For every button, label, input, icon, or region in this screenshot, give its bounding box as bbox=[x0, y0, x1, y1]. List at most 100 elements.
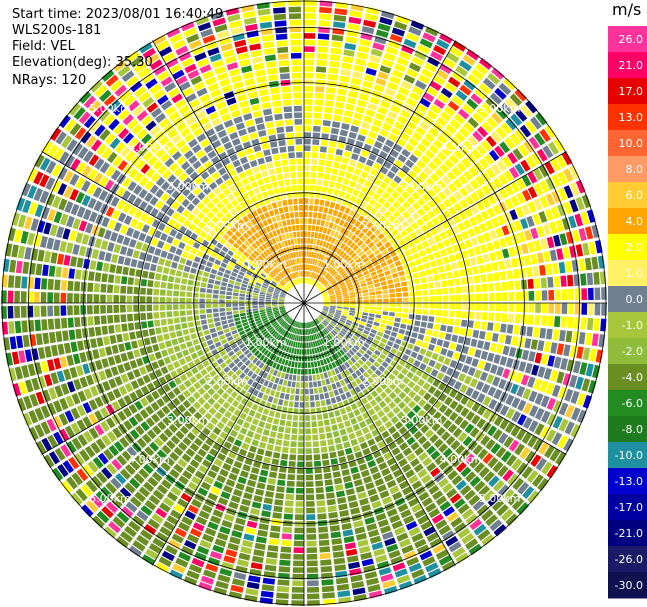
velocity-gate bbox=[357, 491, 367, 500]
velocity-gate bbox=[72, 218, 81, 230]
velocity-gate bbox=[377, 484, 387, 493]
velocity-gate bbox=[270, 271, 276, 277]
velocity-gate bbox=[349, 180, 357, 188]
velocity-gate bbox=[383, 210, 392, 218]
velocity-gate bbox=[225, 478, 236, 488]
velocity-gate bbox=[401, 463, 412, 473]
velocity-gate bbox=[328, 290, 334, 294]
velocity-gate bbox=[111, 254, 119, 264]
velocity-gate bbox=[61, 267, 69, 279]
velocity-gate bbox=[150, 172, 161, 183]
velocity-gate bbox=[272, 452, 281, 459]
velocity-gate bbox=[210, 486, 221, 496]
velocity-gate bbox=[341, 347, 348, 354]
velocity-gate bbox=[427, 161, 438, 171]
velocity-gate bbox=[433, 44, 447, 56]
velocity-gate bbox=[343, 110, 353, 118]
velocity-gate bbox=[464, 239, 473, 249]
velocity-gate bbox=[389, 391, 397, 400]
velocity-gate bbox=[225, 346, 232, 353]
velocity-gate bbox=[563, 201, 573, 215]
velocity-gate bbox=[276, 228, 281, 236]
velocity-gate bbox=[146, 288, 153, 295]
velocity-gate bbox=[216, 388, 225, 396]
velocity-gate bbox=[193, 127, 203, 137]
velocity-gate bbox=[322, 120, 331, 127]
velocity-gate bbox=[222, 354, 230, 361]
velocity-gate bbox=[212, 308, 219, 313]
velocity-gate bbox=[316, 283, 321, 289]
velocity-gate bbox=[416, 103, 428, 114]
velocity-gate bbox=[332, 551, 345, 558]
velocity-gate bbox=[22, 199, 32, 214]
velocity-gate bbox=[325, 357, 331, 364]
velocity-gate bbox=[467, 135, 479, 147]
velocity-gate bbox=[504, 198, 514, 210]
velocity-gate bbox=[458, 60, 472, 72]
velocity-gate bbox=[387, 110, 398, 120]
velocity-gate bbox=[241, 106, 251, 115]
velocity-gate bbox=[355, 485, 365, 493]
velocity-gate bbox=[299, 415, 304, 421]
velocity-gate bbox=[265, 295, 272, 298]
velocity-gate bbox=[373, 506, 385, 515]
velocity-gate bbox=[262, 330, 268, 336]
velocity-gate bbox=[350, 125, 359, 133]
velocity-gate bbox=[387, 352, 395, 360]
velocity-gate bbox=[61, 135, 73, 149]
velocity-gate bbox=[133, 184, 143, 195]
velocity-gate bbox=[236, 261, 243, 267]
velocity-gate bbox=[347, 284, 354, 289]
velocity-gate bbox=[445, 124, 457, 135]
velocity-gate bbox=[68, 329, 76, 341]
velocity-gate bbox=[311, 414, 317, 421]
velocity-gate bbox=[188, 39, 202, 50]
velocity-gate bbox=[339, 219, 345, 226]
velocity-gate bbox=[189, 416, 198, 425]
velocity-gate bbox=[229, 217, 237, 225]
velocity-gate bbox=[421, 283, 428, 290]
velocity-gate bbox=[269, 389, 276, 397]
velocity-gate bbox=[173, 290, 179, 297]
velocity-gate bbox=[371, 381, 379, 389]
velocity-gate bbox=[500, 102, 513, 116]
velocity-gate bbox=[332, 271, 338, 277]
velocity-gate bbox=[217, 397, 225, 405]
velocity-gate bbox=[264, 211, 270, 219]
velocity-gate bbox=[430, 50, 443, 62]
velocity-gate bbox=[412, 202, 421, 211]
velocity-gate bbox=[473, 369, 482, 379]
velocity-gate bbox=[234, 336, 241, 343]
velocity-gate bbox=[319, 199, 325, 206]
velocity-gate bbox=[210, 251, 218, 258]
velocity-gate bbox=[445, 435, 456, 446]
velocity-gate bbox=[128, 520, 141, 533]
velocity-gate bbox=[202, 122, 213, 132]
velocity-gate bbox=[244, 327, 251, 333]
velocity-gate bbox=[496, 504, 509, 517]
velocity-gate bbox=[581, 378, 591, 392]
velocity-gate bbox=[226, 378, 234, 386]
velocity-gate bbox=[211, 361, 219, 369]
velocity-gate bbox=[225, 358, 233, 365]
velocity-gate bbox=[297, 322, 300, 328]
velocity-gate bbox=[291, 347, 295, 354]
velocity-gate bbox=[253, 260, 260, 266]
velocity-gate bbox=[324, 479, 333, 486]
velocity-gate bbox=[146, 53, 160, 65]
velocity-gate bbox=[156, 449, 167, 460]
velocity-gate bbox=[408, 474, 419, 485]
velocity-gate bbox=[475, 381, 485, 391]
velocity-gate bbox=[353, 237, 361, 244]
velocity-gate bbox=[422, 290, 429, 296]
velocity-gate bbox=[405, 185, 415, 195]
velocity-gate bbox=[142, 151, 153, 162]
velocity-gate bbox=[326, 274, 331, 280]
velocity-gate bbox=[275, 266, 281, 273]
velocity-gate bbox=[375, 512, 387, 522]
velocity-gate bbox=[94, 359, 103, 371]
velocity-gate bbox=[156, 265, 164, 273]
velocity-gate bbox=[339, 75, 350, 83]
velocity-gate bbox=[287, 239, 291, 246]
velocity-gate bbox=[155, 148, 166, 159]
